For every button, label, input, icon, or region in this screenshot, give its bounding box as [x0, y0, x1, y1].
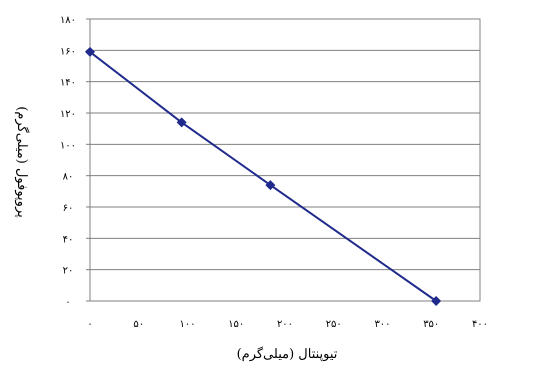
data-point-marker: [431, 296, 442, 306]
x-tick-label: ۲۰۰: [277, 319, 293, 330]
x-tick-labels: ۰ ۵۰ ۱۰۰ ۱۵۰ ۲۰۰ ۲۵۰ ۳۰۰ ۳۵۰ ۴۰۰: [87, 319, 488, 330]
data-point-marker: [85, 46, 95, 57]
y-tick-label: ۶۰: [63, 203, 74, 214]
y-tick-label: ۱۲۰: [60, 109, 76, 120]
x-tick-label: ۳۵۰: [423, 319, 439, 330]
y-tick-label: ۰: [65, 297, 70, 308]
x-tick-label: ۱۰۰: [179, 319, 195, 330]
data-point-marker: [176, 117, 187, 128]
data-point-marker: [265, 180, 276, 191]
y-tick-label: ۸۰: [63, 172, 74, 183]
y-tick-label: ۴۰: [63, 234, 74, 245]
x-tick-label: ۳۰۰: [374, 319, 390, 330]
x-tick-label: ۰: [87, 319, 92, 330]
gridlines: [86, 18, 480, 302]
series-layer: [85, 46, 442, 306]
y-axis-label: پروپوفول (میلی‌گرم): [14, 106, 30, 218]
x-tick-label: ۵۰: [133, 319, 144, 330]
y-tick-label: ۱۴۰: [60, 78, 76, 89]
y-tick-label: ۱۰۰: [60, 140, 76, 151]
plot-area: [89, 18, 481, 302]
y-tick-label: ۱۸۰: [60, 15, 76, 26]
x-tick-label: ۴۰۰: [472, 319, 488, 330]
series-line: [89, 51, 437, 302]
x-axis-label: تیوپنتال (میلی‌گرم): [237, 346, 338, 362]
x-tick-label: ۱۵۰: [228, 319, 244, 330]
x-tick-label: ۲۵۰: [326, 319, 342, 330]
y-tick-label: ۲۰: [63, 266, 74, 277]
y-tick-labels: ۰ ۲۰ ۴۰ ۶۰ ۸۰ ۱۰۰ ۱۲۰ ۱۴۰ ۱۶۰ ۱۸۰: [60, 15, 76, 308]
y-tick-label: ۱۶۰: [60, 46, 76, 57]
